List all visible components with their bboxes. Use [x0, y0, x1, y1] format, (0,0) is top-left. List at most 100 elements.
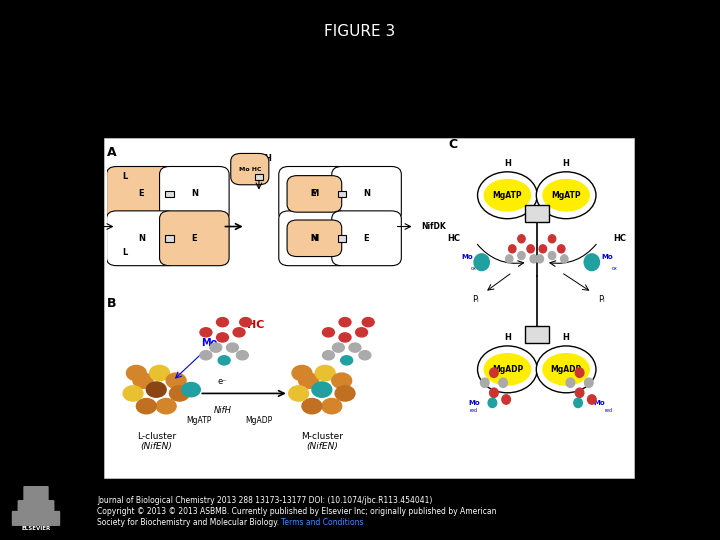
FancyBboxPatch shape: [107, 211, 176, 266]
Text: HC: HC: [613, 234, 626, 244]
Circle shape: [169, 386, 189, 401]
Circle shape: [123, 386, 143, 401]
Text: H: H: [264, 154, 271, 163]
Circle shape: [584, 254, 600, 271]
FancyBboxPatch shape: [279, 211, 348, 266]
FancyBboxPatch shape: [279, 166, 348, 221]
Ellipse shape: [536, 172, 596, 219]
Circle shape: [127, 366, 146, 381]
Circle shape: [236, 350, 248, 360]
Text: Terms and Conditions: Terms and Conditions: [281, 518, 364, 526]
Circle shape: [299, 373, 318, 388]
Circle shape: [302, 399, 322, 414]
Circle shape: [240, 318, 251, 327]
Text: (NifEN): (NifEN): [306, 442, 338, 451]
Circle shape: [549, 252, 556, 260]
Circle shape: [349, 343, 361, 352]
FancyBboxPatch shape: [12, 511, 60, 526]
Circle shape: [289, 386, 309, 401]
Circle shape: [133, 373, 153, 388]
Circle shape: [585, 378, 593, 387]
Circle shape: [227, 343, 238, 352]
Text: Mo: Mo: [461, 254, 472, 260]
Circle shape: [566, 378, 575, 387]
Circle shape: [557, 245, 565, 253]
Circle shape: [339, 333, 351, 342]
Text: N: N: [191, 190, 198, 198]
Text: M: M: [310, 190, 318, 198]
Circle shape: [474, 254, 490, 271]
Text: E: E: [364, 234, 369, 243]
Circle shape: [341, 356, 353, 365]
Text: Pᵢ: Pᵢ: [598, 294, 605, 303]
Circle shape: [505, 255, 513, 263]
Circle shape: [335, 386, 355, 401]
Circle shape: [217, 333, 228, 342]
Text: ox: ox: [612, 266, 618, 271]
Bar: [166, 235, 174, 241]
Text: N: N: [138, 234, 145, 243]
Circle shape: [233, 328, 245, 337]
FancyBboxPatch shape: [23, 486, 49, 503]
Circle shape: [315, 366, 335, 381]
Circle shape: [362, 318, 374, 327]
Text: MgATP: MgATP: [492, 191, 522, 200]
Text: MgATP: MgATP: [552, 191, 581, 200]
Ellipse shape: [536, 346, 596, 393]
Text: MgATP: MgATP: [186, 416, 212, 426]
Circle shape: [166, 373, 186, 388]
FancyBboxPatch shape: [332, 166, 401, 221]
Text: H: H: [563, 159, 570, 168]
Text: Society for Biochemistry and Molecular Biology.: Society for Biochemistry and Molecular B…: [97, 518, 279, 526]
Text: Mo: Mo: [469, 400, 480, 406]
Circle shape: [210, 343, 222, 352]
FancyBboxPatch shape: [287, 176, 342, 212]
Text: HC: HC: [247, 320, 264, 330]
Circle shape: [323, 328, 334, 337]
Circle shape: [200, 328, 212, 337]
Circle shape: [502, 395, 510, 404]
Text: M-cluster: M-cluster: [301, 431, 343, 441]
Circle shape: [218, 356, 230, 365]
Circle shape: [499, 378, 508, 387]
Text: L: L: [122, 172, 127, 181]
Text: red: red: [604, 408, 612, 413]
Ellipse shape: [477, 172, 537, 219]
Circle shape: [549, 235, 556, 243]
Text: Mo: Mo: [601, 254, 613, 260]
Text: Mo: Mo: [593, 400, 605, 406]
Text: NifH: NifH: [214, 406, 231, 415]
Circle shape: [217, 318, 228, 327]
Text: e⁻: e⁻: [217, 377, 228, 386]
Text: E: E: [192, 234, 197, 243]
Text: H: H: [247, 154, 254, 163]
FancyBboxPatch shape: [287, 220, 342, 256]
Text: Mo: Mo: [201, 338, 217, 348]
Text: A: A: [107, 146, 116, 159]
Circle shape: [490, 388, 498, 397]
Circle shape: [156, 399, 176, 414]
Circle shape: [339, 318, 351, 327]
Text: NifB: NifB: [65, 222, 84, 231]
Text: L-cluster: L-cluster: [137, 431, 176, 441]
Circle shape: [181, 382, 200, 397]
Text: M: M: [310, 234, 318, 243]
Circle shape: [575, 388, 584, 397]
Text: ELSEVIER: ELSEVIER: [22, 526, 50, 531]
FancyBboxPatch shape: [160, 166, 229, 221]
Text: NifDK: NifDK: [421, 222, 446, 231]
Circle shape: [518, 252, 525, 260]
Bar: [524, 326, 549, 342]
Circle shape: [322, 399, 342, 414]
Circle shape: [527, 245, 534, 253]
Bar: [524, 205, 549, 222]
Circle shape: [150, 366, 169, 381]
Text: HC: HC: [447, 234, 460, 244]
Circle shape: [200, 350, 212, 360]
Text: Pᵢ: Pᵢ: [472, 294, 479, 303]
Bar: [338, 235, 346, 241]
FancyBboxPatch shape: [332, 211, 401, 266]
Circle shape: [333, 343, 344, 352]
FancyBboxPatch shape: [17, 500, 55, 515]
Circle shape: [508, 245, 516, 253]
